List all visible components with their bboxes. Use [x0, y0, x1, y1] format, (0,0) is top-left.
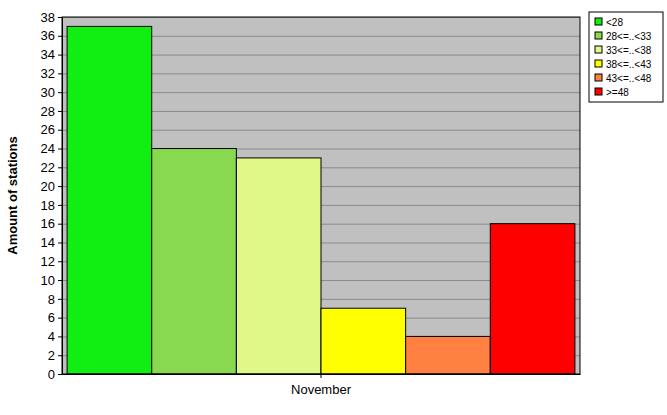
tick-mark	[58, 280, 62, 281]
tick-mark	[58, 92, 62, 93]
tick: 20	[41, 179, 62, 194]
tick-label: 36	[41, 28, 55, 43]
tick: 34	[41, 47, 62, 62]
tick: 26	[41, 122, 62, 137]
y-axis: 02468101214161820222426283032343638	[41, 10, 63, 382]
legend-swatch	[595, 88, 602, 95]
tick-mark	[58, 374, 62, 375]
tick: 24	[41, 141, 62, 156]
tick-mark	[58, 261, 62, 262]
tick-label: 28	[41, 104, 55, 119]
tick-label: 16	[41, 216, 55, 231]
legend-label: >=48	[606, 87, 629, 98]
grid	[62, 18, 580, 375]
tick-label: 6	[48, 310, 55, 325]
tick: 2	[48, 348, 62, 363]
x-axis: November	[63, 374, 581, 397]
bar	[236, 158, 321, 374]
tick-label: 38	[41, 10, 55, 25]
plot-frame	[62, 17, 580, 374]
tick-mark	[58, 17, 62, 18]
tick-label: 26	[41, 122, 55, 137]
tick-mark	[58, 73, 62, 74]
bar	[67, 26, 152, 374]
tick-label: 20	[41, 179, 55, 194]
tick-mark	[58, 55, 62, 56]
tick-mark	[58, 242, 62, 243]
bar	[152, 149, 237, 374]
tick-mark	[58, 186, 62, 187]
tick: 22	[41, 160, 62, 175]
legend-swatch	[595, 74, 602, 81]
legend-label: 38<=..<43	[606, 59, 652, 70]
tick: 8	[48, 292, 62, 307]
tick-mark	[58, 149, 62, 150]
legend-label: 33<=..<38	[606, 45, 652, 56]
tick: 0	[48, 367, 62, 382]
legend-swatch	[595, 60, 602, 67]
tick: 12	[41, 254, 62, 269]
tick-mark	[58, 36, 62, 37]
tick-label: 10	[41, 273, 55, 288]
tick: 38	[41, 10, 62, 25]
tick: 6	[48, 310, 62, 325]
legend-swatch	[595, 46, 602, 53]
tick-label: 22	[41, 160, 55, 175]
tick-label: 34	[41, 47, 55, 62]
tick-label: 8	[48, 292, 55, 307]
tick: 18	[41, 198, 62, 213]
tick: 16	[41, 216, 62, 231]
tick: November	[291, 374, 352, 397]
chart: 02468101214161820222426283032343638Novem…	[0, 0, 667, 415]
tick: 36	[41, 28, 62, 43]
plot-background	[62, 17, 580, 374]
tick: 30	[41, 85, 62, 100]
legend: <28 28<=..<33 33<=..<38 38<=..<43 43<=..<48 >…	[589, 12, 663, 102]
tick: 32	[41, 66, 62, 81]
tick-mark	[58, 318, 62, 319]
tick-label: 18	[41, 198, 55, 213]
bar	[321, 308, 406, 374]
tick: 28	[41, 104, 62, 119]
tick-mark	[58, 224, 62, 225]
legend-label: <28	[606, 17, 623, 28]
tick-label: 32	[41, 66, 55, 81]
legend-label: 43<=..<48	[606, 73, 652, 84]
y-axis-title: Amount of stations	[5, 136, 20, 254]
tick-mark	[58, 167, 62, 168]
bars	[67, 26, 575, 374]
tick-label: 0	[48, 367, 55, 382]
axis-line	[62, 18, 63, 375]
tick-label: 2	[48, 348, 55, 363]
tick-label: 4	[48, 329, 55, 344]
tick-mark	[58, 111, 62, 112]
tick-label: 24	[41, 141, 55, 156]
tick-label: 30	[41, 85, 55, 100]
tick-mark	[58, 355, 62, 356]
plot: 02468101214161820222426283032343638Novem…	[41, 10, 581, 397]
tick: 4	[48, 329, 62, 344]
tick: 10	[41, 273, 62, 288]
tick-label: 14	[41, 235, 55, 250]
tick-mark	[321, 374, 322, 378]
bar	[406, 336, 491, 374]
legend-swatch	[595, 32, 602, 39]
tick-label: 12	[41, 254, 55, 269]
tick-label: November	[291, 382, 352, 397]
bar	[490, 224, 575, 374]
legend-box	[589, 12, 663, 102]
tick: 14	[41, 235, 62, 250]
legend-label: 28<=..<33	[606, 31, 652, 42]
tick-mark	[58, 130, 62, 131]
tick-mark	[58, 336, 62, 337]
tick-mark	[58, 299, 62, 300]
tick-mark	[58, 205, 62, 206]
legend-swatch	[595, 18, 602, 25]
